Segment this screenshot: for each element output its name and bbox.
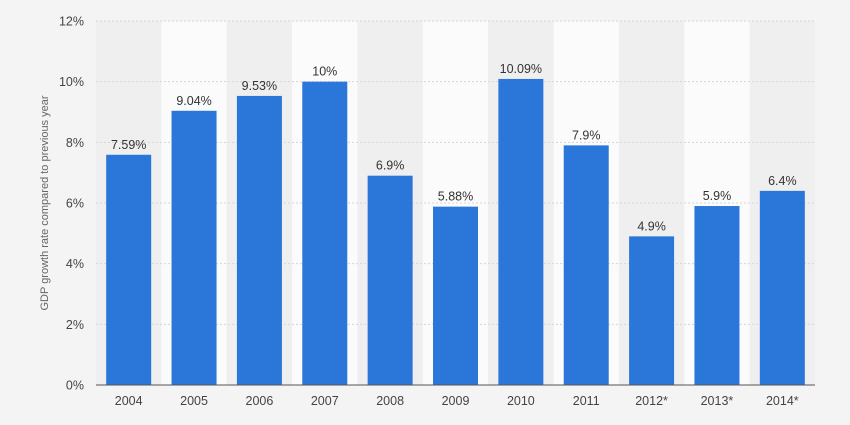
y-tick-label: 0%	[66, 379, 84, 393]
bar-value-label: 5.9%	[703, 189, 732, 203]
x-axis-ticks: 2004 2005 2006 2007 2008 2009 2010 2011 2012* 201…	[115, 394, 799, 408]
bar-value-label: 4.9%	[637, 219, 666, 233]
x-tick-label: 2010	[507, 394, 535, 408]
x-tick-label: 2007	[311, 394, 339, 408]
y-tick-label: 12%	[59, 15, 84, 29]
bar-value-label: 6.4%	[768, 174, 797, 188]
bar	[106, 154, 152, 385]
bar-value-label: 9.53%	[242, 79, 277, 93]
bar-value-label: 10%	[312, 65, 337, 79]
bar	[694, 206, 740, 385]
y-tick-label: 6%	[66, 197, 84, 211]
y-axis-title: GDP growth rate compared to previous yea…	[39, 95, 51, 310]
bars	[106, 78, 805, 386]
x-tick-label: 2004	[115, 394, 143, 408]
bar	[498, 78, 544, 385]
bar	[629, 236, 675, 385]
y-axis-ticks: 0% 2% 4% 6% 8% 10% 12%	[59, 15, 84, 393]
y-tick-label: 10%	[59, 75, 84, 89]
bar	[302, 81, 348, 386]
bar-value-label: 7.9%	[572, 128, 601, 142]
bar	[433, 206, 478, 385]
y-tick-label: 8%	[66, 136, 84, 150]
bar	[367, 175, 413, 385]
y-tick-label: 4%	[66, 257, 84, 271]
x-tick-label: 2013*	[701, 394, 734, 408]
bar	[563, 145, 609, 385]
x-tick-label: 2009	[442, 394, 470, 408]
x-tick-label: 2012*	[635, 394, 668, 408]
bar-value-label: 10.09%	[500, 62, 542, 76]
x-tick-label: 2006	[246, 394, 274, 408]
x-tick-label: 2014*	[766, 394, 799, 408]
x-tick-label: 2008	[376, 394, 404, 408]
bar-value-label: 5.88%	[438, 190, 473, 204]
bar-value-label: 9.04%	[176, 94, 211, 108]
bar-value-label: 6.9%	[376, 159, 405, 173]
x-tick-label: 2005	[180, 394, 208, 408]
bar-value-label: 7.59%	[111, 138, 146, 152]
bar	[236, 95, 282, 385]
x-tick-label: 2011	[573, 394, 600, 408]
bar-labels: 7.59% 9.04% 9.53% 10% 6.9% 5.88% 10.09% 7.9% 4.9…	[111, 62, 797, 233]
y-tick-label: 2%	[66, 318, 84, 332]
bar	[171, 110, 217, 385]
bar	[759, 190, 805, 385]
